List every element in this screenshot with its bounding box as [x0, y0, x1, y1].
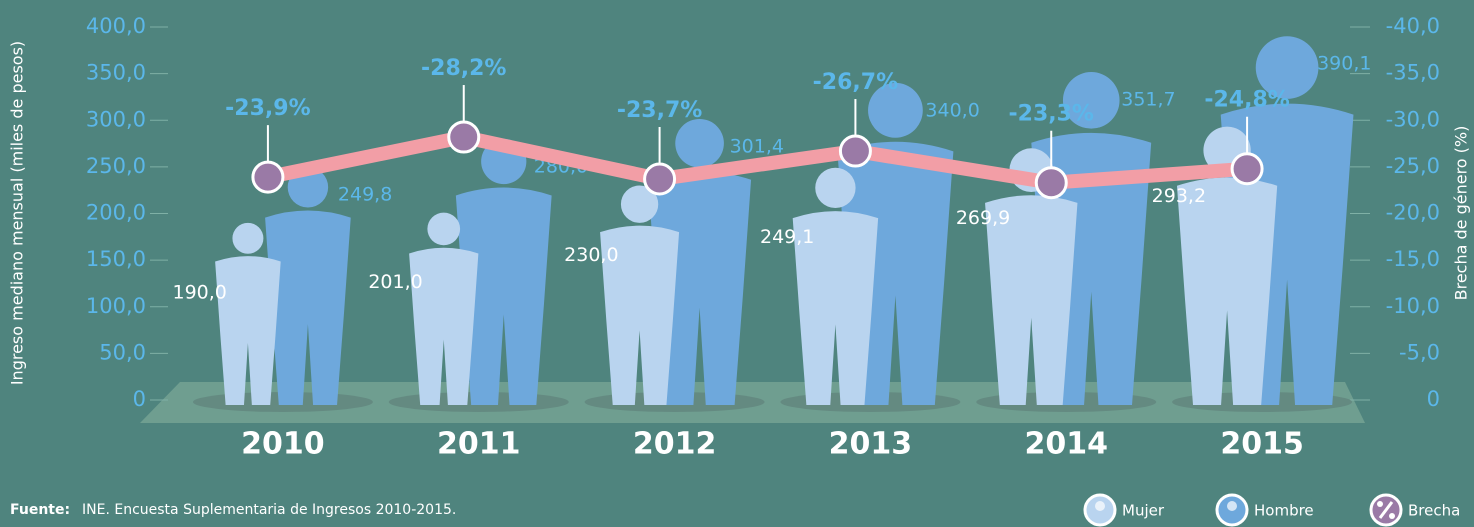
y2-tick-label: -15,0: [1386, 247, 1440, 271]
y2-axis-title: Brecha de género (%): [1452, 126, 1471, 301]
legend-label: Mujer: [1122, 502, 1165, 520]
hombre-value-label: 390,1: [1317, 53, 1371, 75]
brecha-marker: [1232, 154, 1262, 184]
y-tick-label: 150,0: [86, 247, 146, 271]
brecha-marker: [840, 136, 870, 166]
legend-icon-glyph: [1377, 501, 1383, 507]
legend-icon-glyph: [1095, 501, 1105, 511]
brecha-value-label: -23,9%: [225, 96, 310, 121]
y-tick-label: 300,0: [86, 107, 146, 131]
y-tick-label: 0: [133, 387, 146, 411]
y2-tick-label: -30,0: [1386, 107, 1440, 131]
source-label: Fuente:: [10, 502, 70, 518]
y-tick-label: 250,0: [86, 154, 146, 178]
legend-icon-glyph: [1389, 513, 1395, 519]
x-tick-label: 2010: [241, 427, 325, 462]
x-tick-label: 2013: [829, 427, 913, 462]
mujer-value-label: 190,0: [173, 281, 227, 303]
hombre-value-label: 351,7: [1121, 89, 1175, 111]
legend-label: Hombre: [1254, 502, 1314, 520]
brecha-value-label: -24,8%: [1204, 88, 1289, 113]
x-tick-label: 2012: [633, 427, 717, 462]
legend-icon-glyph: [1227, 501, 1237, 511]
y2-tick-label: -20,0: [1386, 201, 1440, 225]
brecha-marker: [449, 122, 479, 152]
brecha-value-label: -23,7%: [617, 98, 702, 123]
y-tick-label: 350,0: [86, 61, 146, 85]
hombre-value-label: 301,4: [730, 135, 784, 157]
x-tick-label: 2015: [1220, 427, 1304, 462]
y-axis-title: Ingreso mediano mensual (miles de pesos): [8, 41, 27, 385]
y2-tick-label: -25,0: [1386, 154, 1440, 178]
brecha-marker: [645, 164, 675, 194]
source: INE. Encuesta Suplementaria de Ingresos …: [82, 502, 456, 518]
mujer-value-label: 249,1: [760, 226, 814, 248]
x-tick-label: 2014: [1025, 427, 1109, 462]
y-tick-label: 50,0: [99, 340, 146, 364]
brecha-value-label: -28,2%: [421, 56, 506, 81]
hombre-value-label: 340,0: [925, 99, 979, 121]
mujer-value-label: 201,0: [368, 271, 422, 293]
y2-tick-label: -5,0: [1399, 340, 1440, 364]
x-tick-label: 2011: [437, 427, 521, 462]
brecha-marker: [253, 162, 283, 192]
chart: Ingreso mediano mensual (miles de pesos)…: [0, 0, 1474, 527]
brecha-value-label: -23,3%: [1009, 102, 1094, 127]
mujer-value-label: 293,2: [1152, 185, 1206, 207]
y2-tick-label: 0: [1427, 387, 1440, 411]
mujer-value-label: 230,0: [564, 244, 618, 266]
y2-tick-label: -35,0: [1386, 61, 1440, 85]
legend-label: Brecha: [1408, 502, 1460, 520]
y2-tick-label: -40,0: [1386, 14, 1440, 38]
mujer-value-label: 269,9: [956, 207, 1010, 229]
y-tick-label: 100,0: [86, 294, 146, 318]
hombre-value-label: 249,8: [338, 184, 392, 206]
y2-tick-label: -10,0: [1386, 294, 1440, 318]
brecha-value-label: -26,7%: [813, 70, 898, 95]
y-tick-label: 200,0: [86, 201, 146, 225]
brecha-marker: [1036, 168, 1066, 198]
y-tick-label: 400,0: [86, 14, 146, 38]
